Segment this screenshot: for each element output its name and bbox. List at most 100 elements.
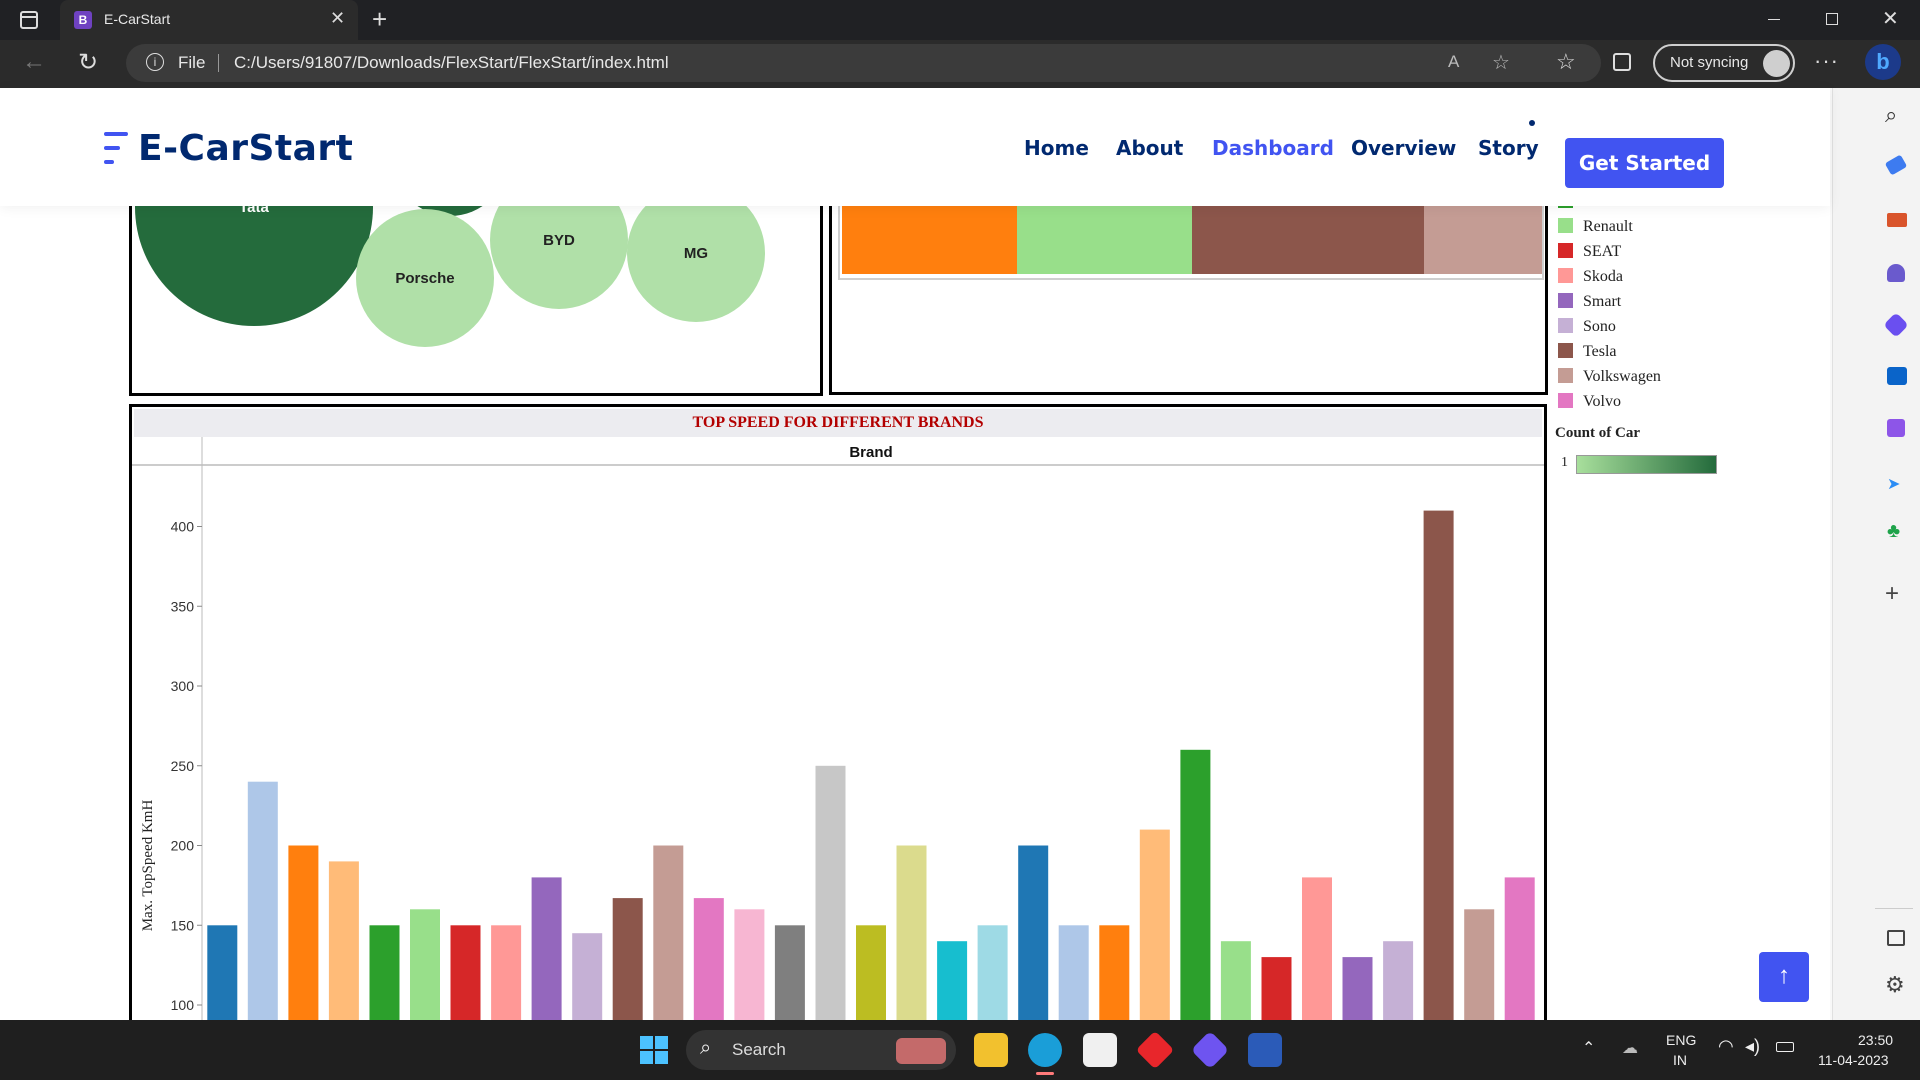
battery-icon[interactable] xyxy=(1776,1042,1794,1052)
sidebar-send-icon[interactable]: ➤ xyxy=(1887,476,1901,493)
wifi-icon[interactable]: ◠ xyxy=(1718,1036,1734,1056)
legend-label: Renault xyxy=(1583,218,1633,235)
language-region: IN xyxy=(1673,1052,1687,1068)
back-icon[interactable]: ← xyxy=(22,48,46,75)
get-started-button[interactable]: Get Started xyxy=(1565,138,1724,188)
bar-11[interactable] xyxy=(653,845,684,1044)
tray-chevron-icon[interactable]: ⌃ xyxy=(1582,1040,1596,1057)
bar-27[interactable] xyxy=(1302,877,1332,1043)
legend-label: Tesla xyxy=(1583,343,1617,360)
legend-label: Volkswagen xyxy=(1583,368,1661,385)
bubble-label-byd: BYD xyxy=(543,232,575,249)
bubble-mg[interactable] xyxy=(627,188,765,322)
edge-sidebar: ⌕ ➤ ♣ + ⚙ xyxy=(1832,88,1920,1020)
edge-browser-icon[interactable] xyxy=(1028,1033,1062,1067)
legend-item-volvo: Volvo xyxy=(1558,393,1621,411)
tab-title: E-CarStart xyxy=(104,11,171,27)
restore-icon[interactable] xyxy=(1826,13,1838,25)
taskbar-search-box[interactable]: ⌕ Search xyxy=(686,1030,956,1070)
back-to-top-button[interactable]: ↑ xyxy=(1759,952,1809,1002)
sidebar-designer-icon[interactable] xyxy=(1887,419,1905,437)
url-bar[interactable]: i File C:/Users/91807/Downloads/FlexStar… xyxy=(126,44,1601,82)
bubble-porsche[interactable] xyxy=(356,209,494,347)
nav-dot xyxy=(1529,120,1535,126)
legend-item-seat: SEAT xyxy=(1558,243,1621,261)
nav-dashboard[interactable]: Dashboard xyxy=(1212,136,1334,160)
store-icon[interactable] xyxy=(1083,1033,1117,1067)
sidebar-outlook-icon[interactable] xyxy=(1887,367,1907,385)
nav-about[interactable]: About xyxy=(1116,136,1184,160)
count-gradient-bar xyxy=(1576,455,1717,474)
logo-mark-icon xyxy=(104,132,128,166)
sidebar-shopping-icon[interactable] xyxy=(1884,154,1908,176)
sidebar-settings-icon[interactable]: ⚙ xyxy=(1885,972,1905,997)
bar-30[interactable] xyxy=(1423,510,1454,1043)
more-options-icon[interactable]: ··· xyxy=(1814,48,1839,73)
sidebar-games-icon[interactable] xyxy=(1887,264,1905,282)
sidebar-panel-icon[interactable] xyxy=(1887,930,1905,946)
copilot-app-icon[interactable] xyxy=(1190,1030,1230,1070)
bing-chat-icon[interactable]: b xyxy=(1865,44,1901,80)
profile-avatar xyxy=(1763,50,1790,77)
bar-12[interactable] xyxy=(693,898,724,1043)
bar-20[interactable] xyxy=(1018,845,1049,1044)
bar-10[interactable] xyxy=(612,898,643,1043)
minimize-icon[interactable] xyxy=(1768,19,1780,20)
close-window-icon[interactable]: ✕ xyxy=(1882,8,1899,30)
legend-label: Sono xyxy=(1583,318,1616,335)
clock-date[interactable]: 11-04-2023 xyxy=(1818,1052,1889,1068)
bar-15[interactable] xyxy=(815,765,846,1043)
bubble-tata[interactable] xyxy=(135,188,373,326)
nav-overview[interactable]: Overview xyxy=(1351,136,1457,160)
word-icon[interactable] xyxy=(1248,1033,1282,1067)
legend-item-sono: Sono xyxy=(1558,318,1616,336)
bar-24[interactable] xyxy=(1180,749,1211,1043)
bar-2[interactable] xyxy=(288,845,319,1044)
add-favorite-icon[interactable]: ☆ xyxy=(1492,52,1510,74)
facet-header-label: Brand xyxy=(849,444,892,461)
sidebar-divider xyxy=(1875,908,1913,909)
bar-1[interactable] xyxy=(247,781,278,1043)
search-highlight-icon xyxy=(896,1038,946,1064)
refresh-icon[interactable]: ↻ xyxy=(78,49,99,76)
read-aloud-icon[interactable]: A xyxy=(1448,52,1460,71)
tab-actions-icon[interactable] xyxy=(20,11,38,29)
legend-swatch xyxy=(1558,243,1573,258)
site-logo[interactable]: E-CarStart xyxy=(138,128,354,169)
browser-tab[interactable]: B E-CarStart ✕ xyxy=(60,0,358,40)
start-icon[interactable] xyxy=(640,1036,668,1064)
office-app-icon[interactable] xyxy=(1135,1030,1175,1070)
language-indicator[interactable]: ENG xyxy=(1666,1032,1697,1048)
legend-label: Smart xyxy=(1583,293,1622,310)
url-text[interactable]: C:/Users/91807/Downloads/FlexStart/FlexS… xyxy=(234,53,669,72)
sidebar-tree-icon[interactable]: ♣ xyxy=(1887,520,1901,542)
info-icon[interactable]: i xyxy=(146,53,164,71)
bar-8[interactable] xyxy=(531,877,562,1043)
favorites-icon[interactable]: ☆ xyxy=(1556,49,1576,74)
bar-17[interactable] xyxy=(896,845,927,1044)
bubble-byd[interactable] xyxy=(490,188,628,309)
legend-swatch xyxy=(1558,368,1573,383)
bubble-chart-panel: Tata Porsche BYD MG xyxy=(129,188,823,396)
y-tick-label: 100 xyxy=(171,997,195,1013)
nav-home[interactable]: Home xyxy=(1024,136,1089,160)
legend-item-skoda: Skoda xyxy=(1558,268,1623,286)
count-legend-title: Count of Car xyxy=(1555,425,1640,441)
volume-icon[interactable]: ◂) xyxy=(1745,1036,1761,1056)
bar-23[interactable] xyxy=(1139,829,1170,1043)
bar-32[interactable] xyxy=(1504,877,1535,1043)
taskbar-search-icon: ⌕ xyxy=(700,1037,712,1059)
sidebar-search-icon[interactable]: ⌕ xyxy=(1885,102,1898,127)
sidebar-tools-icon[interactable] xyxy=(1887,213,1907,227)
tray-network-off-icon[interactable]: ☁ xyxy=(1622,1040,1638,1057)
sidebar-copilot-icon[interactable] xyxy=(1883,312,1909,338)
profile-sync-button[interactable]: Not syncing xyxy=(1653,44,1795,82)
nav-story[interactable]: Story xyxy=(1478,136,1539,160)
file-explorer-icon[interactable] xyxy=(974,1033,1008,1067)
close-tab-icon[interactable]: ✕ xyxy=(330,8,346,28)
bar-3[interactable] xyxy=(328,861,359,1043)
collections-icon[interactable] xyxy=(1613,53,1631,71)
clock-time[interactable]: 23:50 xyxy=(1858,1032,1894,1048)
sidebar-add-icon[interactable]: + xyxy=(1885,580,1900,607)
new-tab-icon[interactable]: + xyxy=(372,4,388,34)
